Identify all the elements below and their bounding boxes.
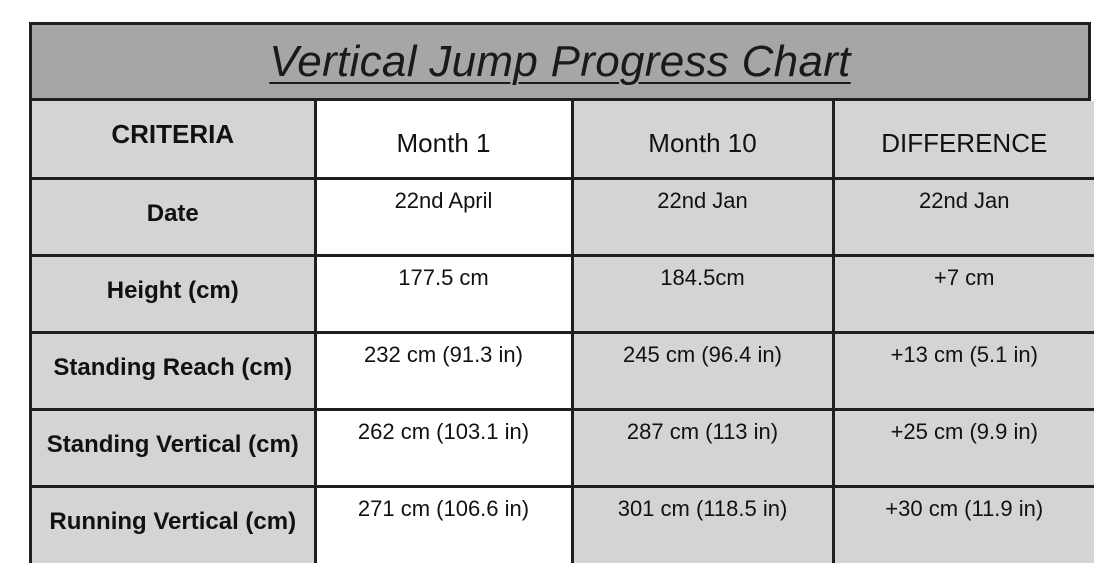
progress-table: Vertical Jump Progress Chart CRITERIA Mo… [29, 22, 1094, 563]
header-criteria: CRITERIA [32, 101, 317, 180]
cell-month-1: 262 cm (103.1 in) [313, 407, 574, 488]
data-grid: CRITERIA Month 1 Month 10 DIFFERENCE Dat… [32, 101, 1094, 563]
cell-month-1: 271 cm (106.6 in) [313, 484, 574, 563]
header-row: CRITERIA Month 1 Month 10 DIFFERENCE [32, 101, 1094, 180]
row-label: Height (cm) [32, 253, 317, 334]
cell-month-10: 22nd Jan [570, 176, 835, 257]
title-bar: Vertical Jump Progress Chart [32, 25, 1088, 101]
table-row: Height (cm) 177.5 cm 184.5cm +7 cm [32, 253, 1094, 334]
cell-month-10: 287 cm (113 in) [570, 407, 835, 488]
header-month-10: Month 10 [570, 101, 835, 180]
cell-difference: +25 cm (9.9 in) [831, 407, 1094, 488]
cell-month-1: 232 cm (91.3 in) [313, 330, 574, 411]
cell-month-10: 301 cm (118.5 in) [570, 484, 835, 563]
cell-difference: +13 cm (5.1 in) [831, 330, 1094, 411]
table-row: Date 22nd April 22nd Jan 22nd Jan [32, 176, 1094, 257]
header-month-1: Month 1 [313, 101, 574, 180]
cell-difference: 22nd Jan [831, 176, 1094, 257]
cell-month-1: 22nd April [313, 176, 574, 257]
cell-difference: +30 cm (11.9 in) [831, 484, 1094, 563]
cell-difference: +7 cm [831, 253, 1094, 334]
table-row: Running Vertical (cm) 271 cm (106.6 in) … [32, 484, 1094, 563]
row-label: Date [32, 176, 317, 257]
cell-month-10: 245 cm (96.4 in) [570, 330, 835, 411]
page-title: Vertical Jump Progress Chart [269, 36, 851, 86]
row-label: Standing Reach (cm) [32, 330, 317, 411]
row-label: Standing Vertical (cm) [32, 407, 317, 488]
cell-month-1: 177.5 cm [313, 253, 574, 334]
table-row: Standing Reach (cm) 232 cm (91.3 in) 245… [32, 330, 1094, 411]
cell-month-10: 184.5cm [570, 253, 835, 334]
header-difference: DIFFERENCE [831, 101, 1094, 180]
table-row: Standing Vertical (cm) 262 cm (103.1 in)… [32, 407, 1094, 488]
row-label: Running Vertical (cm) [32, 484, 317, 563]
